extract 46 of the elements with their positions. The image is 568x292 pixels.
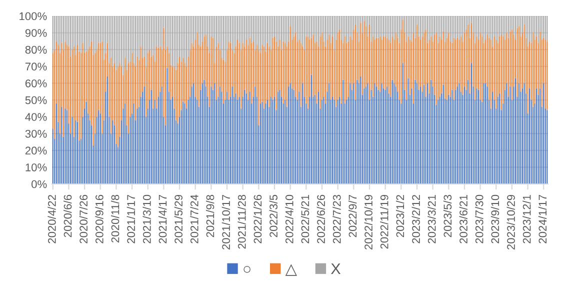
x-tick-label: 2022/10/19: [364, 194, 372, 250]
x-tick-label: 2020/6/6: [64, 194, 72, 238]
x-tick-label: 2024/1/17: [538, 194, 547, 244]
legend-label: X: [330, 263, 341, 274]
x-tick-label: 2021/7/24: [190, 194, 198, 244]
y-tick-label: 90%: [25, 29, 47, 37]
x-tick-label: 2022/11/19: [380, 194, 388, 249]
y-tick-label: 100%: [20, 12, 47, 20]
y-tick-label: 0%: [32, 180, 47, 188]
x-tick-label: 2023/1/2: [396, 194, 404, 238]
legend-label: △: [285, 264, 297, 276]
x-tick-label: 2022/3/5: [269, 194, 278, 238]
y-tick-label: 20%: [25, 146, 47, 155]
x-tick-label: 2020/11/8: [111, 194, 120, 242]
x-tick-label: 2021/11/28: [238, 194, 246, 249]
x-tick-label: 2021/10/17: [222, 194, 230, 250]
x-tick-label: 2020/9/16: [95, 194, 104, 244]
x-tick-label: 2023/6/21: [459, 194, 468, 244]
x-tick-label: 2021/1/17: [126, 194, 136, 244]
y-tick-label: 80%: [25, 46, 47, 54]
x-tick-label: 2021/9/8: [206, 194, 214, 238]
x-tick-label: 2023/12/1: [522, 194, 531, 244]
y-tick-label: 60%: [25, 79, 47, 88]
y-tick-label: 40%: [25, 113, 47, 121]
x-tick-label: 2023/2/12: [412, 194, 420, 244]
x-tick-label: 2022/6/26: [316, 194, 325, 244]
x-tick-label: 2022/4/10: [285, 194, 294, 244]
y-tick-label: 30%: [25, 130, 47, 138]
x-tick-label: 2020/4/22: [48, 194, 56, 244]
legend-label: ○: [244, 266, 250, 273]
x-tick-label: 2020/7/26: [79, 194, 88, 244]
y-tick-label: 50%: [25, 96, 47, 104]
x-tick-label: 2023/3/21: [428, 194, 436, 244]
x-tick-label: 2021/5/29: [174, 194, 182, 244]
x-tick-label: 2023/9/10: [490, 194, 500, 244]
x-tick-label: 2021/3/10: [142, 194, 151, 244]
x-tick-label: 2021/4/17: [158, 194, 167, 244]
x-tick-label: 2023/7/30: [475, 194, 484, 244]
x-tick-label: 2022/5/21: [300, 194, 310, 244]
x-tick-label: 2022/9/7: [348, 194, 357, 238]
x-tick-label: 2022/1/26: [253, 194, 262, 244]
x-tick-label: 2023/5/3: [443, 194, 452, 238]
x-tick-label: 2023/10/29: [506, 194, 515, 250]
y-tick-label: 10%: [26, 163, 47, 172]
x-tick-label: 2022/7/23: [332, 194, 341, 244]
y-tick-label: 70%: [25, 62, 47, 71]
